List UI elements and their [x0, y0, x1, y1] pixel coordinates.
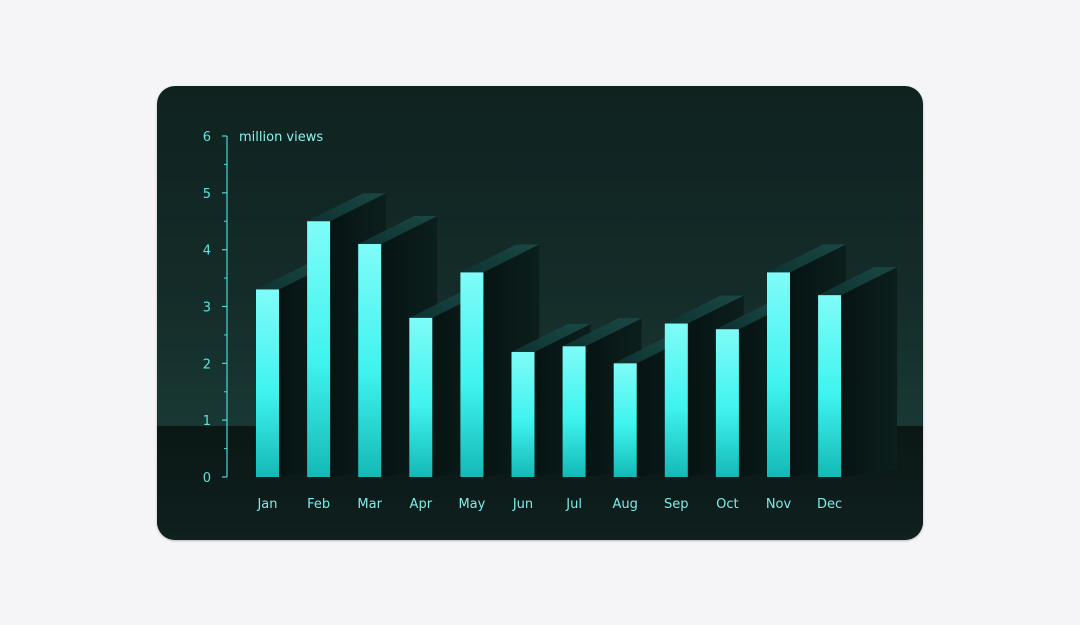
bar-top [307, 193, 387, 222]
x-tick-label: Feb [307, 497, 330, 512]
bar-top [818, 267, 898, 296]
x-tick-label: Nov [766, 497, 792, 512]
bar-front [664, 323, 688, 477]
x-tick-label: Mar [357, 497, 382, 512]
x-tick-label: Jun [512, 497, 533, 512]
bars-group [256, 193, 898, 477]
x-tick-label: Oct [716, 497, 738, 512]
bar-top [511, 323, 591, 352]
y-tick-label: 4 [203, 244, 211, 259]
bar-front [460, 272, 484, 477]
y-tick-label: 6 [203, 130, 211, 145]
x-tick-label: Sep [664, 497, 689, 512]
chart-card: 0 1 2 3 4 5 6 million views Jan Feb Mar Apr May Jun… [157, 86, 923, 540]
x-axis-labels: Jan Feb Mar Apr May Jun Jul Aug Sep Oct Nov Dec [256, 497, 842, 512]
bar-front [409, 317, 433, 477]
bar-front [511, 351, 535, 477]
bar-front [358, 243, 382, 477]
bar-front [818, 295, 842, 477]
x-tick-label: Aug [613, 497, 638, 512]
bar-front [715, 329, 739, 477]
bar-front [562, 346, 586, 477]
x-tick-label: Dec [817, 497, 842, 512]
x-tick-label: Jan [256, 497, 277, 512]
x-tick-label: Jul [565, 497, 582, 512]
x-tick-label: May [458, 497, 485, 512]
bar-top [358, 215, 438, 244]
y-tick-label: 1 [203, 414, 211, 429]
bar-front [767, 272, 790, 477]
bar-top [664, 295, 744, 324]
bar-top [767, 244, 846, 273]
y-tick-label: 5 [203, 187, 211, 202]
y-tick-label: 3 [203, 301, 211, 316]
bar-top [562, 318, 642, 347]
y-tick-label: 0 [203, 471, 211, 486]
bar-top [460, 244, 540, 273]
bar-front [613, 363, 637, 477]
bar-front [256, 289, 279, 477]
y-axis-ticks [222, 135, 227, 478]
x-tick-label: Apr [410, 497, 433, 512]
y-axis-labels: 0 1 2 3 4 5 6 [203, 130, 211, 486]
bar-dec [818, 267, 898, 477]
y-axis-unit-label: million views [239, 130, 323, 145]
bar-side [841, 267, 898, 477]
bar-chart: 0 1 2 3 4 5 6 million views Jan Feb Mar Apr May Jun… [157, 130, 923, 540]
y-tick-label: 2 [203, 357, 211, 372]
bar-front [307, 221, 331, 477]
